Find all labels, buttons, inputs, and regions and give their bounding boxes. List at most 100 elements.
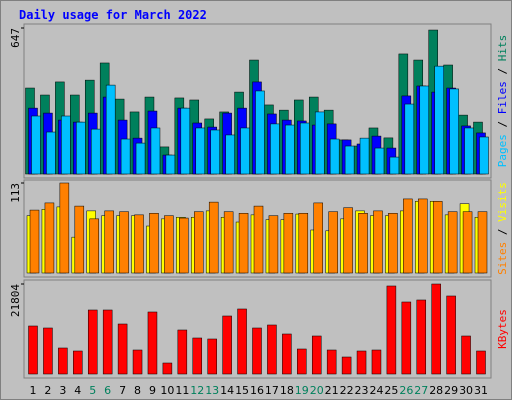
x-tick-label: 10 (160, 384, 174, 397)
legend: Pages / Files / Hits (496, 35, 509, 168)
x-tick-label: 18 (280, 384, 294, 397)
bar (449, 88, 459, 175)
bar (31, 115, 41, 175)
x-tick-label: 14 (220, 384, 234, 397)
bar (195, 127, 206, 175)
x-tick-label: 2 (44, 384, 51, 397)
bar (89, 218, 99, 274)
bar (373, 210, 383, 274)
bar (328, 211, 338, 274)
legend: Sites / Visits (496, 182, 509, 275)
x-tick-label: 15 (235, 384, 249, 397)
bar (313, 202, 323, 274)
bar (225, 134, 235, 175)
bar (356, 350, 367, 375)
x-tick-label: 5 (89, 384, 96, 397)
x-tick-label: 19 (295, 384, 309, 397)
x-tick-label: 28 (429, 384, 443, 397)
bar (255, 90, 265, 175)
bar (208, 201, 219, 274)
bar (44, 202, 55, 274)
x-tick-label: 25 (384, 384, 398, 397)
bar (343, 207, 353, 274)
legend-separator: / (496, 222, 509, 242)
bar (464, 127, 474, 175)
bar (283, 213, 294, 274)
bar (147, 311, 158, 375)
bar (134, 214, 144, 274)
bar (29, 209, 40, 274)
bar (404, 103, 415, 175)
legend-separator: / (496, 114, 509, 134)
x-tick-label: 13 (205, 384, 219, 397)
bar (43, 327, 53, 375)
bar (192, 337, 203, 375)
bar (326, 349, 337, 375)
bar (87, 309, 98, 375)
bar (431, 283, 441, 375)
x-tick-label: 9 (149, 384, 156, 397)
bar (177, 329, 188, 375)
x-tick-label: 8 (134, 384, 141, 397)
x-tick-label: 30 (459, 384, 473, 397)
bar (165, 154, 176, 175)
bar (297, 348, 307, 375)
bar (389, 156, 400, 175)
x-tick-label: 16 (250, 384, 264, 397)
bar (162, 362, 173, 375)
bar (300, 122, 310, 175)
x-tick-label: 3 (59, 384, 66, 397)
bar (374, 147, 385, 175)
x-tick-label: 21 (325, 384, 339, 397)
bar (432, 201, 443, 274)
bar (388, 213, 398, 274)
bar (403, 198, 413, 274)
bar (237, 308, 247, 375)
x-tick-label: 26 (399, 384, 413, 397)
y-tick-label: 113 (9, 183, 22, 203)
x-tick-label: 24 (369, 384, 383, 397)
x-tick-label: 31 (474, 384, 488, 397)
bar (180, 107, 191, 175)
bar (117, 323, 128, 375)
bar (447, 211, 458, 274)
legend-entry: Visits (496, 182, 509, 222)
x-tick-label: 11 (175, 384, 189, 397)
y-tick-label: 647 (9, 28, 22, 48)
bar (132, 349, 143, 375)
x-tick-label: 12 (190, 384, 204, 397)
bar (252, 327, 262, 375)
bar (135, 142, 146, 175)
legend-entry: Sites (496, 242, 509, 275)
bar (344, 145, 355, 175)
legend-entry: KBytes (496, 309, 509, 349)
bar (311, 335, 322, 375)
bar (59, 182, 70, 274)
bar (105, 84, 116, 175)
legend-entry: Files (496, 81, 509, 114)
bar (371, 349, 382, 375)
bar (119, 211, 129, 274)
legend: KBytes (496, 309, 509, 349)
chart-title: Daily usage for March 2022 (19, 8, 207, 22)
bar (282, 333, 292, 375)
bar (359, 137, 370, 175)
bar (222, 315, 232, 375)
bar (253, 205, 264, 274)
bar (150, 127, 161, 175)
bar (240, 127, 250, 175)
x-tick-label: 20 (310, 384, 324, 397)
legend-separator: / (496, 61, 509, 81)
legend-entry: Hits (496, 35, 509, 62)
bar (73, 350, 83, 375)
bar (314, 111, 325, 175)
legend-entry: Pages (496, 134, 509, 167)
bar (419, 85, 430, 175)
bar (58, 347, 68, 375)
bar (164, 215, 174, 274)
bar (179, 217, 189, 274)
bar (358, 213, 368, 274)
bar (46, 131, 56, 175)
bar (76, 121, 86, 175)
x-tick-label: 1 (30, 384, 37, 397)
